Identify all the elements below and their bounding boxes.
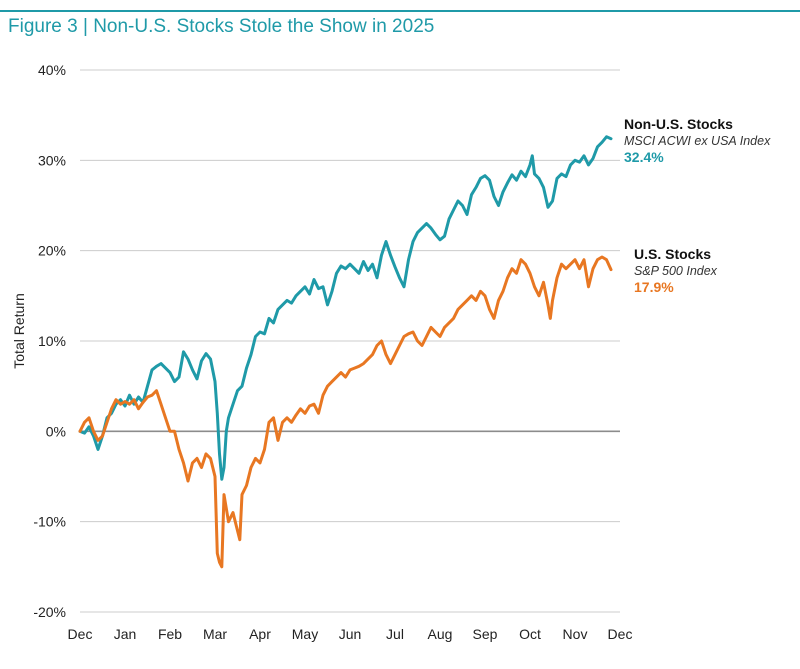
x-tick-label: Oct	[519, 626, 541, 642]
y-tick-label: 0%	[46, 423, 66, 439]
x-tick-label: Nov	[563, 626, 588, 642]
series-layer	[78, 135, 613, 569]
top-rule	[0, 10, 800, 12]
y-tick-label: 20%	[38, 243, 66, 259]
x-tick-label: Jan	[114, 626, 137, 642]
figure-title: Figure 3 | Non-U.S. Stocks Stole the Sho…	[8, 16, 435, 37]
x-tick-label: Apr	[249, 626, 271, 642]
labels-layer: Non-U.S. Stocks MSCI ACWI ex USA Index32.…	[624, 116, 771, 295]
y-tick-label: -10%	[33, 514, 66, 530]
x-tick-label: Feb	[158, 626, 182, 642]
us-stocks-label: U.S. Stocks	[634, 246, 711, 262]
x-tick-label: Sep	[473, 626, 498, 642]
us-stocks-index-label: S&P 500 Index	[634, 264, 718, 278]
non-us-stocks-line	[78, 135, 613, 481]
x-tick-label: Dec	[608, 626, 633, 642]
x-tick-label: Jun	[339, 626, 362, 642]
x-tick-label: Jul	[386, 626, 404, 642]
y-tick-label: 40%	[38, 62, 66, 78]
y-axis-label: Total Return	[11, 293, 27, 368]
non-us-stocks-index-label: MSCI ACWI ex USA Index	[624, 134, 771, 148]
non-us-stocks-label: Non-U.S. Stocks	[624, 116, 733, 132]
non-us-stocks-end-value: 32.4%	[624, 149, 664, 165]
us-stocks-end-value: 17.9%	[634, 279, 674, 295]
y-tick-label: -20%	[33, 604, 66, 620]
x-tick-label: Aug	[428, 626, 453, 642]
grid-layer: 40%30%20%10%0%-10%-20%Dec Jan Feb Mar Apr May…	[11, 62, 632, 642]
y-tick-label: 10%	[38, 333, 66, 349]
x-tick-label: Mar	[203, 626, 227, 642]
x-tick-label: May	[292, 626, 318, 642]
us-stocks-line	[78, 255, 613, 569]
x-tick-label: Dec	[68, 626, 93, 642]
y-tick-label: 30%	[38, 152, 66, 168]
